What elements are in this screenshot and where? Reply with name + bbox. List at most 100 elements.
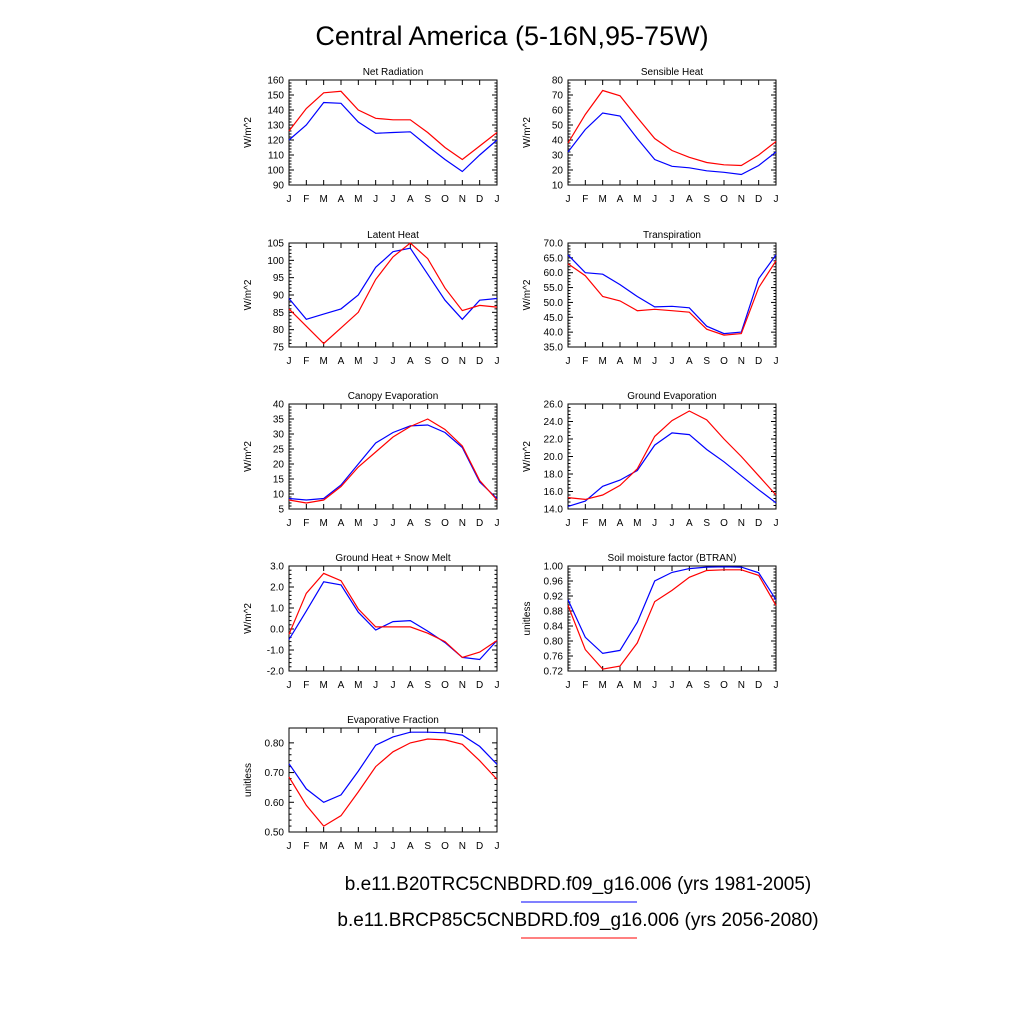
x-tick-label: A <box>686 194 693 205</box>
x-tick-label: M <box>633 194 641 205</box>
panel-4: J F M A M J J A S O N D J35.040.045.050.055.060.065.… <box>522 230 779 367</box>
x-tick-label: J <box>391 356 396 367</box>
x-tick-label: O <box>720 680 728 691</box>
y-tick-label: 0.80 <box>265 738 285 749</box>
x-tick-label: N <box>738 518 745 529</box>
x-tick-label: M <box>319 841 327 852</box>
y-tick-label: 0.88 <box>544 607 564 618</box>
x-tick-label: A <box>617 194 624 205</box>
x-tick-label: D <box>755 194 762 205</box>
y-tick-label: 1.00 <box>544 562 564 573</box>
plot-frame <box>567 242 777 348</box>
panel-title: Sensible Heat <box>641 67 703 78</box>
x-tick-label: J <box>373 841 378 852</box>
x-tick-label: F <box>303 356 309 367</box>
panel-1: J F M A M J J A S O N D J90100110120130140150160Net … <box>243 67 500 205</box>
series-line-2 <box>567 260 777 336</box>
series-line-2 <box>288 90 498 161</box>
x-tick-label: M <box>354 518 362 529</box>
main-title: Central America (5-16N,95-75W) <box>315 21 708 51</box>
x-tick-label: D <box>476 194 483 205</box>
x-tick-label: J <box>652 356 657 367</box>
y-tick-label: 50 <box>552 121 564 132</box>
y-tick-label: 18.0 <box>544 470 564 481</box>
y-tick-label: 100 <box>267 166 284 177</box>
y-tick-label: 80 <box>273 325 285 336</box>
x-tick-label: M <box>319 518 327 529</box>
x-tick-label: J <box>670 680 675 691</box>
x-tick-label: J <box>391 680 396 691</box>
panel-title: Ground Evaporation <box>627 391 717 402</box>
y-tick-label: -2.0 <box>267 667 285 678</box>
y-tick-label: 110 <box>268 151 284 162</box>
x-tick-label: N <box>459 841 466 852</box>
series-line-2 <box>288 572 498 659</box>
y-tick-label: 0.60 <box>265 798 285 809</box>
legend: b.e11.B20TRC5CNBDRD.f09_g16.006 (yrs 198… <box>337 874 819 939</box>
y-axis-label: W/m^2 <box>522 441 533 472</box>
panel-title: Soil moisture factor (BTRAN) <box>608 553 737 564</box>
y-tick-label: 24.0 <box>544 417 564 428</box>
y-axis-label: W/m^2 <box>243 117 254 148</box>
x-tick-label: A <box>407 356 414 367</box>
x-tick-label: D <box>755 680 762 691</box>
series-line-1 <box>567 254 777 335</box>
x-tick-label: O <box>720 518 728 529</box>
x-tick-label: A <box>338 518 345 529</box>
x-tick-label: J <box>566 518 571 529</box>
x-tick-label: D <box>476 518 483 529</box>
x-tick-label: J <box>566 194 571 205</box>
x-tick-label: D <box>755 518 762 529</box>
x-tick-label: J <box>652 194 657 205</box>
x-tick-label: A <box>338 356 345 367</box>
x-tick-label: J <box>774 680 779 691</box>
plot-frame <box>567 403 777 510</box>
y-tick-label: 1.0 <box>270 604 284 615</box>
plot-frame <box>567 565 777 672</box>
y-tick-label: 40 <box>273 400 285 411</box>
plot-frame <box>288 403 498 510</box>
y-tick-label: 60 <box>552 106 564 117</box>
panel-6: J F M A M J J A S O N D J14.016.018.020.022.024.026.… <box>522 391 779 529</box>
y-tick-label: 0.96 <box>544 577 564 588</box>
x-tick-label: N <box>459 356 466 367</box>
y-tick-label: 0.84 <box>544 622 564 633</box>
y-tick-label: 0.80 <box>544 637 564 648</box>
x-tick-label: O <box>441 680 449 691</box>
x-tick-label: N <box>459 518 466 529</box>
y-tick-label: 120 <box>267 136 284 147</box>
x-tick-label: A <box>407 841 414 852</box>
y-tick-label: 55.0 <box>544 283 564 294</box>
x-tick-label: F <box>303 518 309 529</box>
series-line-2 <box>567 89 777 167</box>
x-tick-label: F <box>303 194 309 205</box>
panel-title: Ground Heat + Snow Melt <box>335 553 451 564</box>
x-tick-label: J <box>287 841 292 852</box>
x-tick-label: M <box>354 841 362 852</box>
x-tick-label: S <box>424 841 431 852</box>
y-tick-label: 10 <box>273 490 285 501</box>
panel-8: J F M A M J J A S O N D J0.720.760.800.840.880.920.9… <box>522 553 779 691</box>
x-tick-label: N <box>459 194 466 205</box>
y-tick-label: 0.70 <box>265 768 285 779</box>
series-line-1 <box>288 101 498 173</box>
y-tick-label: 65.0 <box>544 253 564 264</box>
x-tick-label: S <box>424 356 431 367</box>
plot-frame <box>288 565 498 672</box>
y-tick-label: 60.0 <box>544 268 564 279</box>
y-tick-label: 26.0 <box>544 400 564 411</box>
y-tick-label: 150 <box>267 91 284 102</box>
x-tick-label: J <box>495 841 500 852</box>
y-axis-label: W/m^2 <box>243 279 254 310</box>
x-tick-label: F <box>303 680 309 691</box>
x-tick-label: J <box>287 680 292 691</box>
x-tick-label: O <box>720 356 728 367</box>
y-tick-label: 160 <box>267 76 284 87</box>
x-tick-label: F <box>582 356 588 367</box>
plot-frame <box>288 727 498 833</box>
series-line-2 <box>288 738 498 827</box>
